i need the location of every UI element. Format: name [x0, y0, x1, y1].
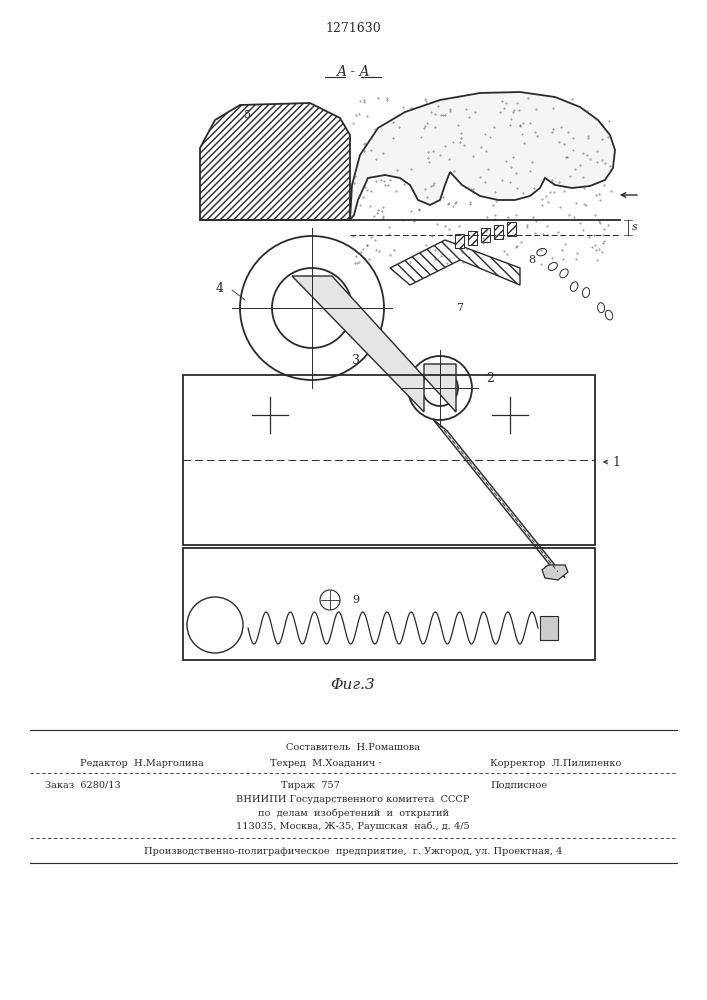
- Bar: [183, 548, 595, 660]
- Text: 7: 7: [457, 303, 464, 313]
- Polygon shape: [390, 240, 520, 285]
- Text: A - A: A - A: [337, 65, 370, 79]
- Text: Корректор  Л.Пилипенко: Корректор Л.Пилипенко: [490, 758, 621, 768]
- Text: Φиг.3: Φиг.3: [331, 678, 375, 692]
- Polygon shape: [350, 92, 615, 220]
- Text: Редактор  Н.Марголина: Редактор Н.Марголина: [80, 758, 204, 768]
- Text: s: s: [632, 222, 638, 232]
- Text: Заказ  6280/13: Заказ 6280/13: [45, 780, 121, 790]
- Text: 1: 1: [612, 456, 620, 468]
- Polygon shape: [292, 276, 456, 412]
- Bar: [494, 225, 503, 239]
- Text: Тираж  757: Тираж 757: [281, 780, 339, 790]
- Bar: [468, 231, 477, 245]
- Text: 3: 3: [352, 354, 360, 366]
- Bar: [455, 234, 464, 248]
- Text: Производственно-полиграфическое  предприятие,  г. Ужгород, ул. Проектная, 4: Производственно-полиграфическое предприя…: [144, 848, 562, 856]
- Polygon shape: [542, 565, 568, 580]
- Text: по  делам  изобретений  и  открытий: по делам изобретений и открытий: [257, 808, 448, 818]
- Text: Составитель  Н.Ромашова: Составитель Н.Ромашова: [286, 744, 420, 752]
- Text: 4: 4: [216, 282, 224, 294]
- Text: ВНИИПИ Государственного комитета  СССР: ВНИИПИ Государственного комитета СССР: [236, 796, 469, 804]
- Bar: [481, 228, 490, 242]
- Text: 1271630: 1271630: [325, 21, 381, 34]
- Bar: [540, 616, 558, 640]
- Polygon shape: [433, 419, 565, 578]
- Text: Подписное: Подписное: [490, 780, 547, 790]
- Text: Техред  М.Хоаданич ·: Техред М.Хоаданич ·: [270, 758, 381, 768]
- Bar: [507, 222, 516, 236]
- Text: 8: 8: [528, 255, 535, 265]
- Text: 113035, Москва, Ж-35, Раушская  наб., д. 4/5: 113035, Москва, Ж-35, Раушская наб., д. …: [236, 821, 470, 831]
- Text: 9: 9: [352, 595, 359, 605]
- Polygon shape: [200, 103, 350, 220]
- Text: 5: 5: [245, 110, 252, 120]
- Bar: [183, 375, 595, 545]
- Text: 2: 2: [486, 371, 494, 384]
